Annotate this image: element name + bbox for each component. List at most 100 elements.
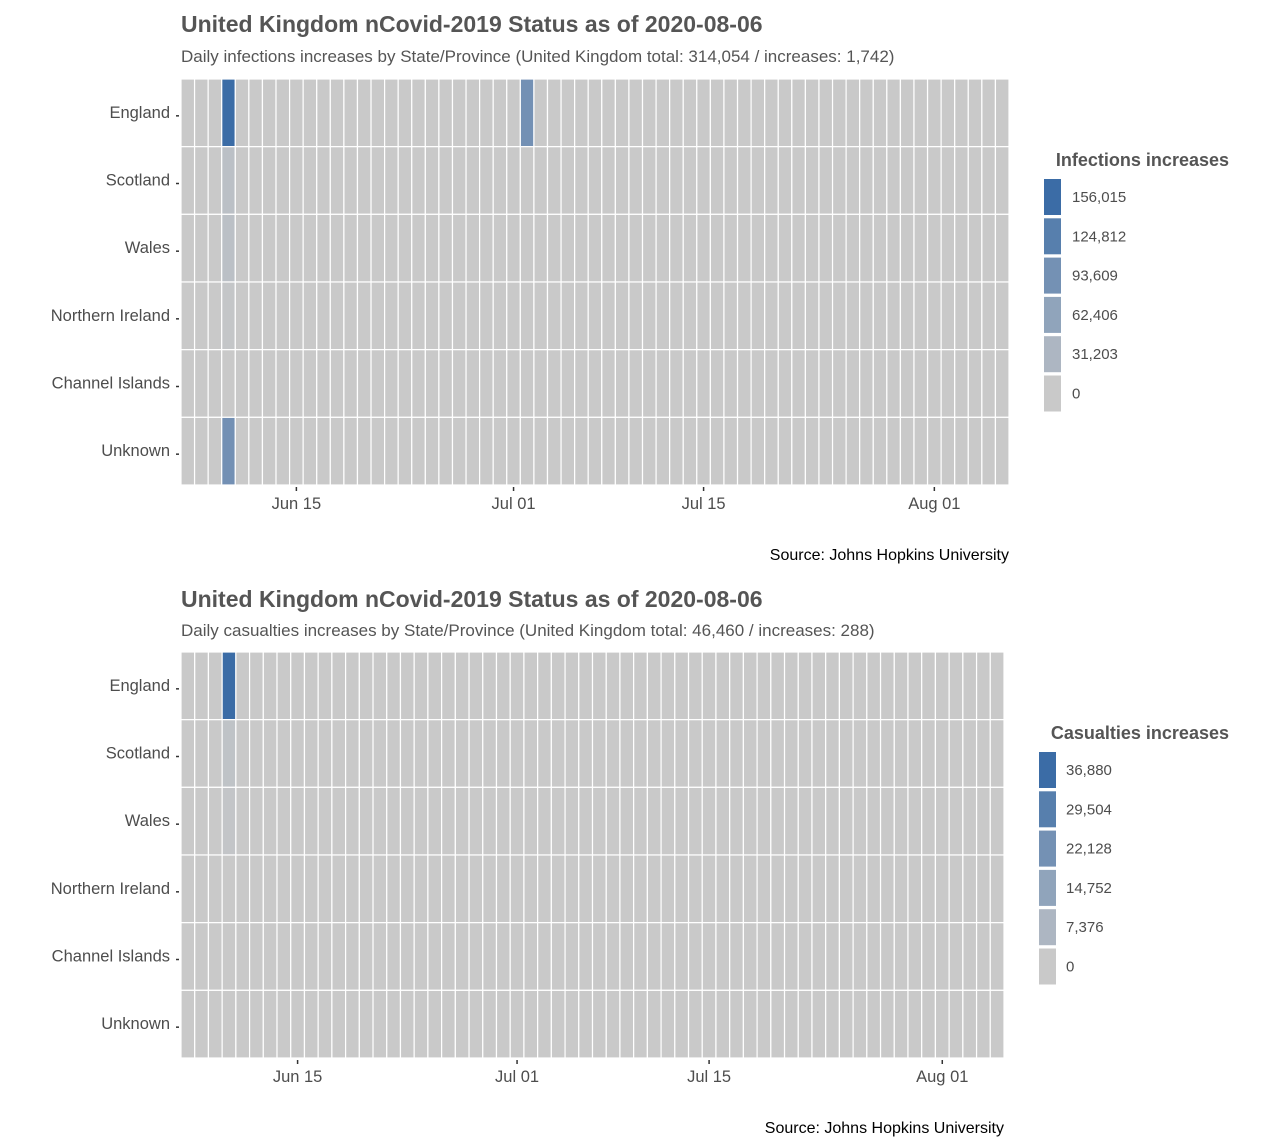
heatmap-tile	[587, 416, 603, 486]
heatmap-tile	[454, 854, 470, 924]
heatmap-tile	[194, 719, 210, 788]
heatmap-tile	[302, 349, 318, 418]
heatmap-tile	[399, 989, 415, 1059]
legend-key	[1039, 791, 1056, 828]
heatmap-tile	[317, 719, 333, 788]
heatmap-tile	[591, 651, 607, 721]
heatmap-tile	[537, 719, 552, 788]
heatmap-tile	[628, 146, 644, 215]
heatmap-tile	[193, 213, 209, 283]
x-tick-label: Jul 15	[682, 495, 726, 513]
heatmap-tile	[316, 146, 331, 215]
heatmap-tile	[275, 78, 291, 148]
heatmap-tile	[605, 989, 621, 1059]
heatmap-tile	[989, 651, 1005, 721]
heatmap-tile	[275, 281, 291, 351]
heatmap-tile	[926, 213, 942, 283]
heatmap-tile	[797, 651, 813, 721]
legend-label: 7,376	[1066, 919, 1104, 936]
heatmap-tile	[384, 213, 399, 283]
heatmap-tile	[276, 989, 292, 1059]
heatmap-tile	[411, 416, 426, 486]
heatmap-tile	[940, 78, 956, 148]
heatmap-tile	[818, 213, 834, 283]
heatmap-tile	[967, 349, 983, 418]
heatmap-tile	[207, 922, 223, 991]
heatmap-tile	[921, 719, 937, 788]
heatmap-tile	[221, 719, 237, 788]
heatmap-tile	[288, 281, 304, 351]
heatmap-tile	[316, 213, 331, 283]
heatmap-tile	[438, 349, 454, 418]
heatmap-tile	[262, 786, 278, 856]
heatmap-tile	[193, 146, 209, 215]
heatmap-tile	[934, 989, 950, 1059]
heatmap-tile	[495, 786, 511, 856]
heatmap-tile	[825, 854, 840, 924]
heatmap-tile	[261, 416, 277, 486]
heatmap-tile	[587, 213, 603, 283]
heatmap-tile	[193, 78, 209, 148]
heatmap-tile	[384, 281, 399, 351]
heatmap-tile	[669, 349, 684, 418]
heatmap-tile	[519, 416, 535, 486]
heatmap-tile	[687, 854, 703, 924]
heatmap-tile	[578, 719, 594, 788]
infections-panel: United Kingdom nCovid-2019 Status as of …	[51, 11, 1229, 564]
heatmap-tile	[424, 349, 440, 418]
heatmap-tile	[921, 786, 937, 856]
heatmap-tile	[879, 854, 895, 924]
heatmap-tile	[628, 416, 644, 486]
legend-key	[1044, 257, 1061, 294]
heatmap-tile	[234, 281, 250, 351]
heatmap-tile	[235, 989, 251, 1059]
heatmap-tile	[358, 719, 374, 788]
heatmap-tile	[981, 213, 997, 283]
y-tick-label: Scotland	[106, 745, 170, 763]
heatmap-tile	[962, 651, 978, 721]
heatmap-tile	[413, 989, 429, 1059]
heatmap-tile	[715, 651, 731, 721]
heatmap-tile	[934, 786, 950, 856]
heatmap-tile	[550, 854, 566, 924]
heatmap-tile	[859, 213, 874, 283]
heatmap-tile	[756, 651, 772, 721]
heatmap-tile	[967, 281, 983, 351]
heatmap-tile	[838, 786, 854, 856]
heatmap-tile	[591, 854, 607, 924]
heatmap-tile	[994, 213, 1010, 283]
heatmap-tile	[546, 146, 562, 215]
heatmap-tile	[591, 989, 607, 1059]
heatmap-tile	[750, 146, 766, 215]
heatmap-tile	[343, 146, 359, 215]
heatmap-tile	[424, 213, 440, 283]
heatmap-tile	[316, 281, 331, 351]
heatmap-tile	[574, 213, 589, 283]
heatmap-tile	[482, 786, 498, 856]
heatmap-tile	[303, 922, 319, 991]
heatmap-tile	[723, 78, 739, 148]
heatmap-tile	[276, 651, 292, 721]
heatmap-tile	[331, 719, 347, 788]
heatmap-tile	[641, 213, 657, 283]
legend-label: 0	[1066, 959, 1074, 976]
heatmap-tile	[797, 854, 813, 924]
heatmap-tile	[791, 146, 806, 215]
legend-label: 31,203	[1072, 346, 1118, 363]
heatmap-tile	[262, 719, 278, 788]
heatmap-tile	[370, 78, 386, 148]
heatmap-tile	[962, 786, 978, 856]
heatmap-tile	[783, 719, 799, 788]
heatmap-tile	[729, 786, 744, 856]
heatmap-tile	[783, 786, 799, 856]
heatmap-tile	[777, 213, 793, 283]
heatmap-tile	[411, 146, 426, 215]
heatmap-tile	[899, 349, 915, 418]
heatmap-tile	[288, 416, 304, 486]
heatmap-tile	[628, 281, 644, 351]
heatmap-tile	[729, 719, 744, 788]
heatmap-tile	[331, 922, 347, 991]
heatmap-tile	[791, 349, 806, 418]
heatmap-tile	[591, 719, 607, 788]
heatmap-tile	[397, 213, 413, 283]
